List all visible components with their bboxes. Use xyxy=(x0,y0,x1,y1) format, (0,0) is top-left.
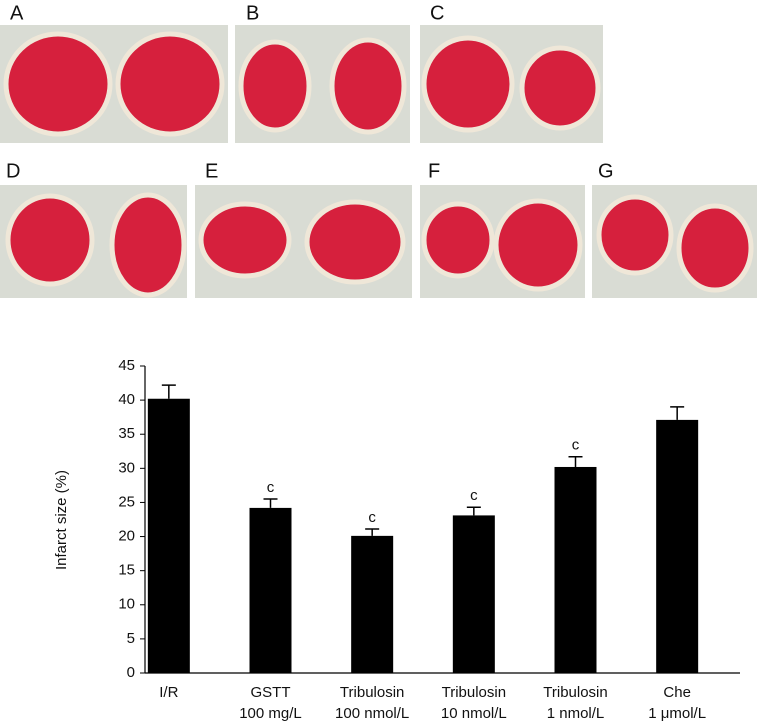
error-bar xyxy=(365,528,380,536)
bar xyxy=(249,507,292,673)
heart xyxy=(115,31,225,137)
photo-panels: A B C D E F G xyxy=(0,2,757,298)
error-bar xyxy=(466,506,481,516)
bar xyxy=(147,398,190,673)
heart xyxy=(304,199,406,285)
panel-label: A xyxy=(10,2,24,24)
heart xyxy=(5,193,95,287)
y-tick-label: 30 xyxy=(118,459,135,476)
error-bar xyxy=(263,498,278,508)
bar xyxy=(554,466,597,673)
x-tick-label: Tribulosin xyxy=(340,684,404,701)
x-tick-label: 100 mg/L xyxy=(239,705,302,722)
heart xyxy=(329,37,407,135)
heart xyxy=(238,39,312,133)
y-tick-label: 5 xyxy=(127,630,135,647)
y-tick-label: 15 xyxy=(118,562,135,579)
x-tick-label: 1 nmol/L xyxy=(547,705,605,722)
error-bar xyxy=(670,406,685,420)
y-tick-label: 25 xyxy=(118,493,135,510)
x-tick-label: 100 nmol/L xyxy=(335,705,409,722)
heart xyxy=(198,201,292,279)
panel-label: F xyxy=(428,160,440,182)
error-bar xyxy=(161,384,176,399)
heart xyxy=(596,194,674,276)
y-tick-label: 20 xyxy=(118,528,135,545)
y-tick-label: 0 xyxy=(127,664,135,681)
x-tick-label: Tribulosin xyxy=(442,684,506,701)
panel-label: D xyxy=(6,160,20,182)
panel-label: G xyxy=(598,160,614,182)
y-tick-label: 40 xyxy=(118,391,135,408)
panel-label: E xyxy=(205,160,218,182)
x-tick-label: GSTT xyxy=(251,684,291,701)
panel-label: B xyxy=(246,2,259,24)
heart xyxy=(519,45,601,131)
bar xyxy=(656,419,699,673)
heart xyxy=(676,203,754,293)
x-tick-label: I/R xyxy=(159,684,178,701)
x-tick-label: 10 nmol/L xyxy=(441,705,507,722)
annotation: c xyxy=(368,509,376,526)
bar xyxy=(452,515,495,673)
error-bar xyxy=(568,455,583,467)
y-axis-label: Infarct size (%) xyxy=(53,470,70,570)
x-tick-label: 1 μmol/L xyxy=(648,705,706,722)
x-tick-label: Che xyxy=(663,684,691,701)
heart xyxy=(3,31,113,137)
heart xyxy=(421,35,515,133)
y-tick-label: 35 xyxy=(118,425,135,442)
y-tick-label: 10 xyxy=(118,596,135,613)
heart xyxy=(109,192,187,298)
x-tick-label: Tribulosin xyxy=(543,684,607,701)
annotation: c xyxy=(572,437,580,454)
y-tick-label: 45 xyxy=(118,357,135,374)
panel-label: C xyxy=(430,2,444,24)
annotation: c xyxy=(267,479,275,496)
heart xyxy=(421,201,495,279)
bar xyxy=(351,535,394,673)
annotation: c xyxy=(470,487,478,504)
heart xyxy=(493,198,583,292)
